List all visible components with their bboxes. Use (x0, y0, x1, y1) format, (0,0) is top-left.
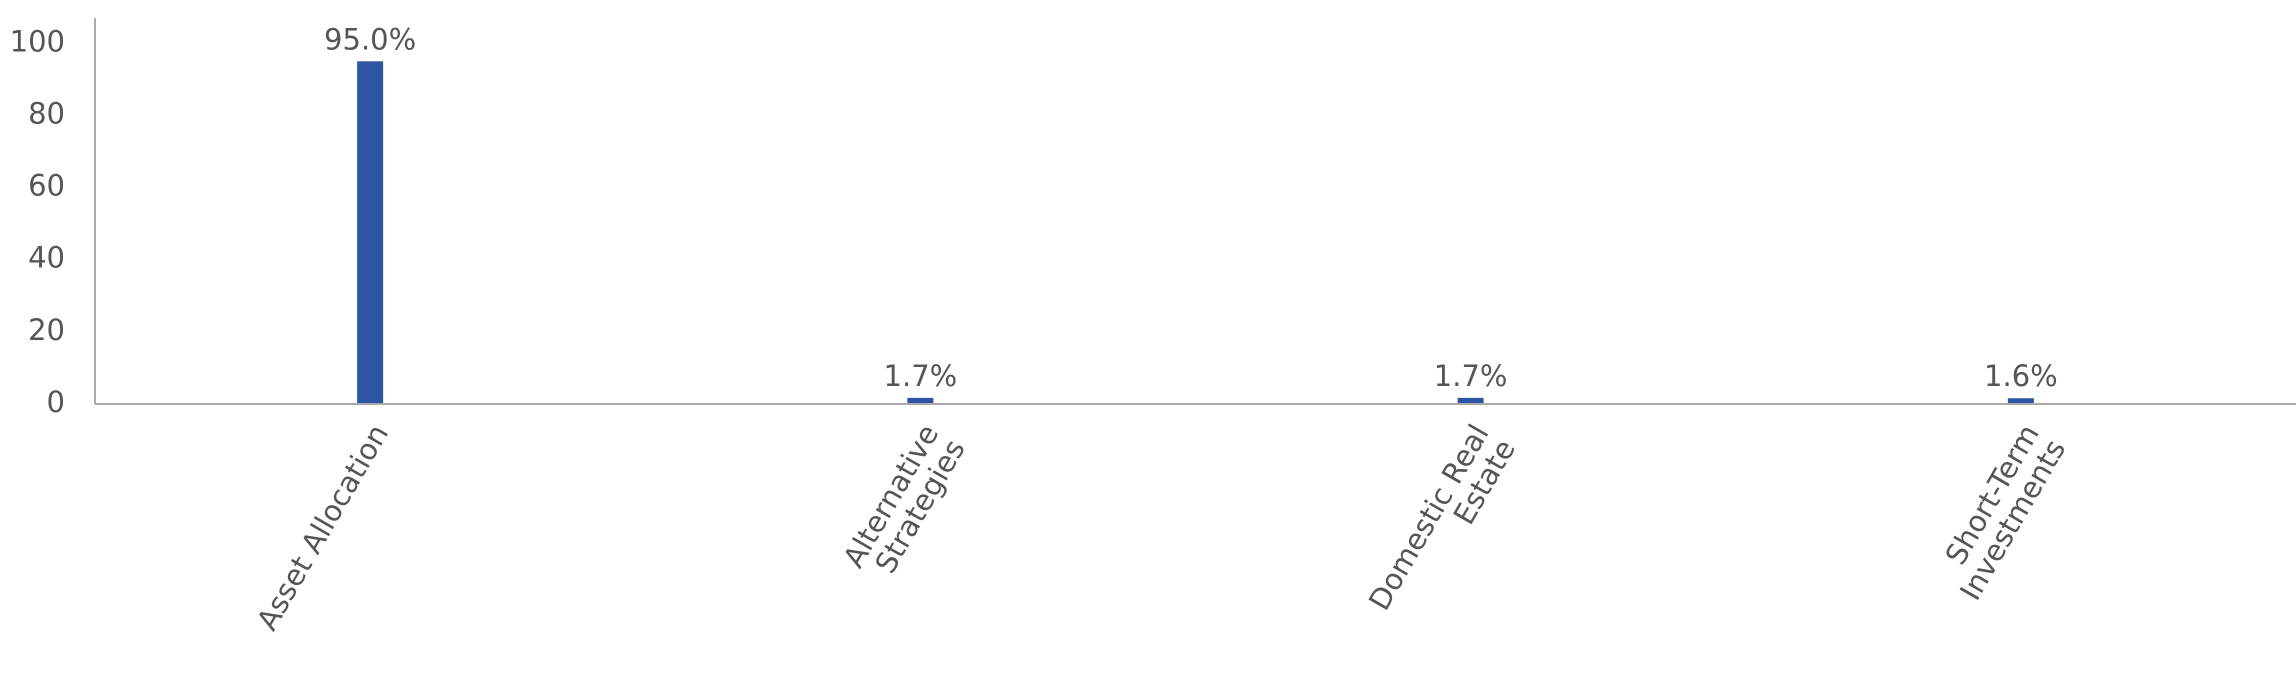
bar (357, 61, 384, 404)
value-label: 95.0% (324, 22, 416, 56)
bar (2007, 398, 2034, 404)
bar (1457, 397, 1484, 404)
x-tick-label: Short-TermInvestments (1927, 419, 2073, 607)
value-label: 1.7% (884, 359, 958, 393)
y-tick-label: 20 (28, 313, 65, 347)
value-label: 1.7% (1434, 359, 1508, 393)
value-label: 1.6% (1984, 359, 2058, 393)
y-tick-label: 80 (28, 96, 65, 130)
x-tick-label: Domestic RealEstate (1362, 419, 1522, 632)
bar (907, 397, 934, 404)
y-tick-label: 60 (28, 169, 65, 203)
x-tick-label: Asset Allocation (250, 419, 395, 636)
y-tick-label: 40 (28, 241, 65, 275)
x-tick-label: AlternativeStrategies (836, 419, 971, 589)
y-tick-label: 0 (47, 385, 65, 419)
y-tick-label: 100 (10, 24, 65, 58)
